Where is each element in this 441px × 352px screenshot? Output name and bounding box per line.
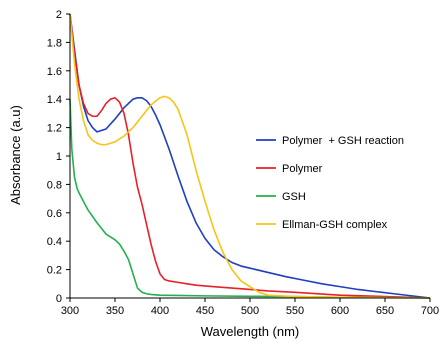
axes: [69, 14, 430, 299]
y-tick-label: 0.8: [47, 179, 62, 191]
x-tick-label: 300: [61, 305, 79, 317]
y-tick-label: 0.2: [47, 265, 62, 277]
legend-label-0: Polymer + GSH reaction: [282, 135, 404, 147]
y-tick-label: 2: [56, 9, 62, 21]
y-tick-label: 1.4: [47, 94, 62, 106]
y-tick-label: 1.8: [47, 37, 62, 49]
legend-label-1: Polymer: [282, 163, 323, 175]
y-tick-label: 1: [56, 151, 62, 163]
x-axis-title: Wavelength (nm): [201, 324, 300, 339]
y-tick-label: 1.6: [47, 66, 62, 78]
series-line-2: [69, 99, 431, 299]
legend: Polymer + GSH reaction Polymer GSH Ellman-G…: [256, 135, 404, 231]
x-tick-label: 600: [331, 305, 349, 317]
series-line-1: [69, 13, 431, 299]
series-line-0: [69, 13, 431, 299]
x-tick-label: 550: [286, 305, 304, 317]
x-tick-label: 450: [196, 305, 214, 317]
y-tick-label: 0.6: [47, 208, 62, 220]
legend-label-2: GSH: [282, 191, 306, 203]
legend-label-3: Ellman-GSH complex: [282, 219, 388, 231]
x-tick-label: 500: [241, 305, 259, 317]
x-tick-label: 400: [151, 305, 169, 317]
y-tick-label: 0: [56, 293, 62, 305]
x-tick-label: 700: [421, 305, 439, 317]
series-line-3: [69, 13, 431, 299]
y-tick-label: 1.2: [47, 123, 62, 135]
x-axis-ticks: 300 350 400 450 500 550 600 650 700: [61, 298, 439, 317]
y-axis-title: Absorbance (a.u): [8, 105, 23, 205]
plot-lines: [69, 13, 431, 299]
y-tick-label: 0.4: [47, 236, 62, 248]
y-axis-ticks: 0 0.2 0.4 0.6 0.8 1 1.2 1.4 1.6 1.8 2: [47, 9, 70, 305]
x-tick-label: 350: [106, 305, 124, 317]
x-tick-label: 650: [376, 305, 394, 317]
